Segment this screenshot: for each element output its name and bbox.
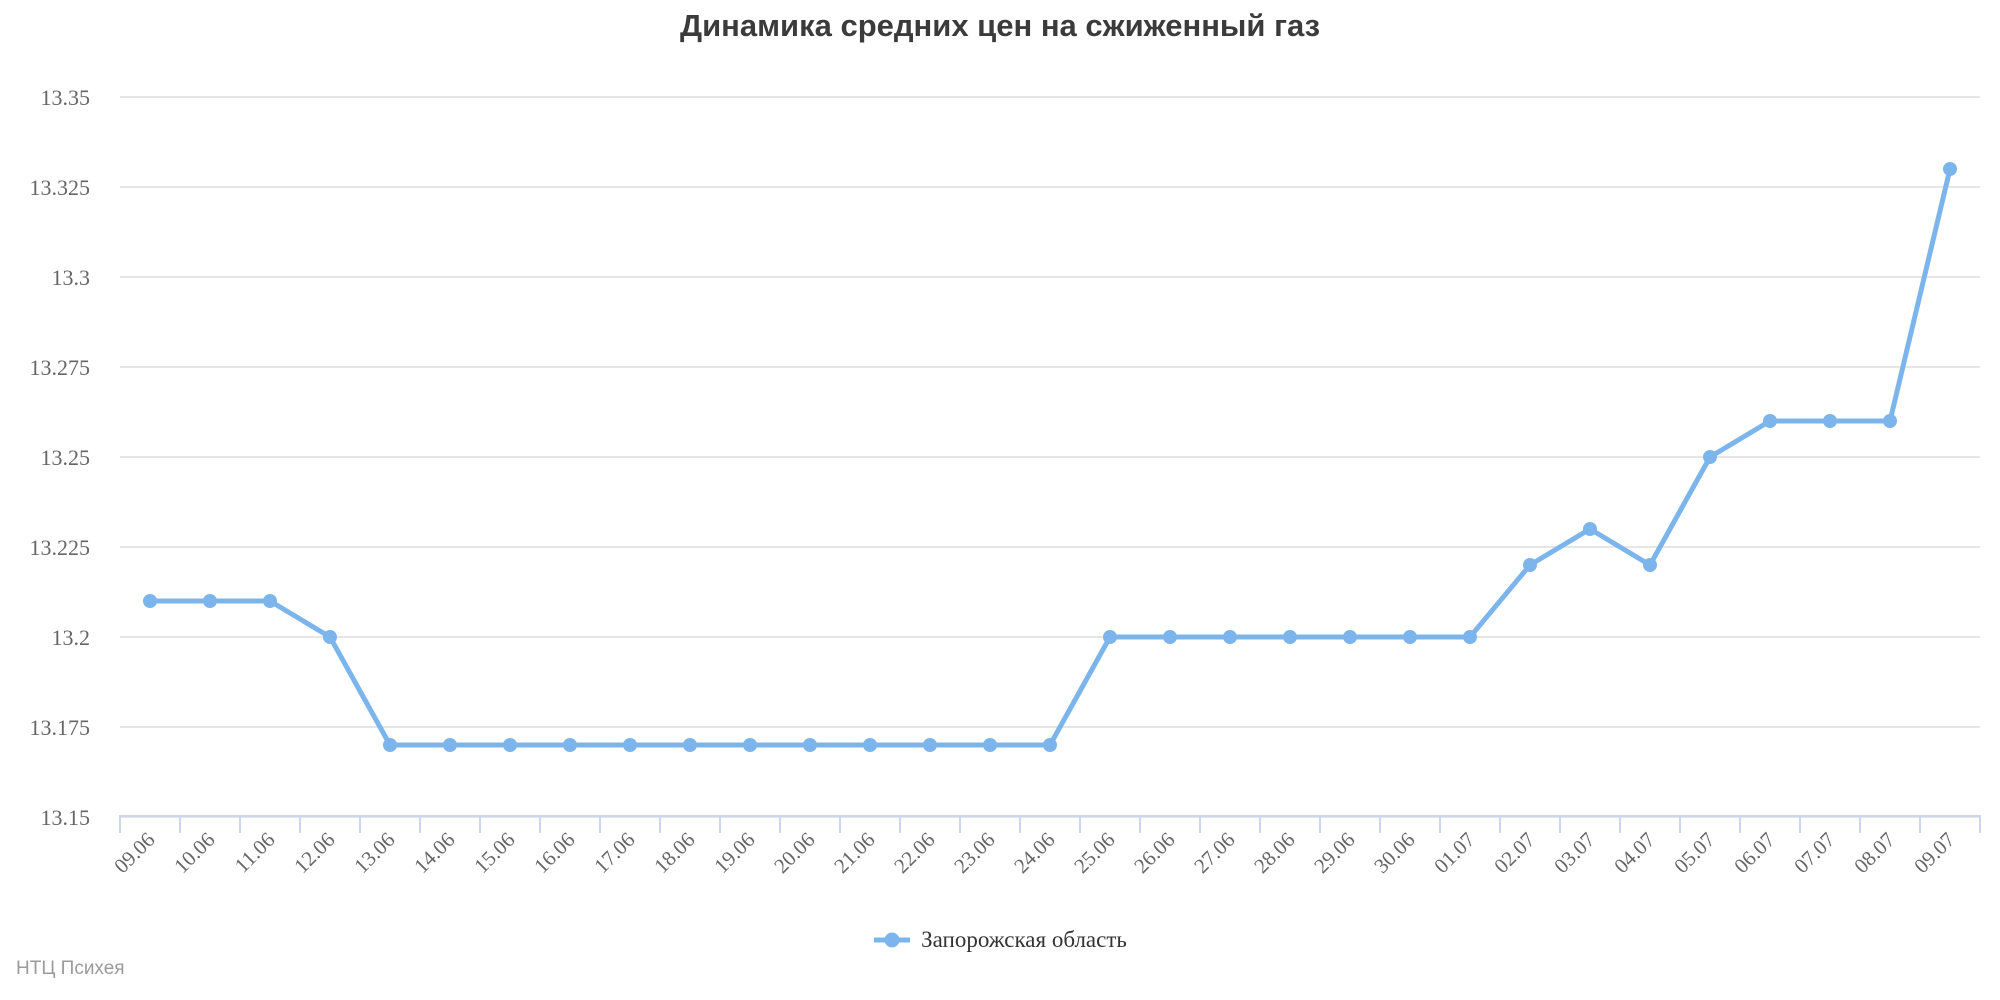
legend-dot-icon xyxy=(884,932,900,948)
data-point[interactable] xyxy=(863,738,877,752)
x-axis-label: 27.06 xyxy=(1189,828,1239,878)
y-axis-label: 13.15 xyxy=(41,805,91,830)
x-axis-label: 16.06 xyxy=(529,828,579,878)
legend-item[interactable]: Запорожская область xyxy=(873,927,1127,953)
x-axis-label: 13.06 xyxy=(349,828,399,878)
x-axis-label: 10.06 xyxy=(169,828,219,878)
x-axis-label: 05.07 xyxy=(1669,828,1719,878)
data-point[interactable] xyxy=(1043,738,1057,752)
x-axis-label: 30.06 xyxy=(1369,828,1419,878)
data-point[interactable] xyxy=(1943,162,1957,176)
x-axis-label: 11.06 xyxy=(230,828,280,878)
x-axis-label: 21.06 xyxy=(829,828,879,878)
x-axis-label: 06.07 xyxy=(1729,828,1779,878)
x-axis-label: 12.06 xyxy=(289,828,339,878)
data-point[interactable] xyxy=(1403,630,1417,644)
x-axis-label: 02.07 xyxy=(1489,828,1539,878)
x-axis-label: 15.06 xyxy=(469,828,519,878)
data-point[interactable] xyxy=(203,594,217,608)
x-axis-label: 28.06 xyxy=(1249,828,1299,878)
x-axis-label: 19.06 xyxy=(709,828,759,878)
chart-title: Динамика средних цен на сжиженный газ xyxy=(679,8,1321,43)
data-point[interactable] xyxy=(1103,630,1117,644)
legend-series-label: Запорожская область xyxy=(921,927,1127,952)
data-point[interactable] xyxy=(563,738,577,752)
credits-link[interactable]: НТЦ Психея xyxy=(16,958,125,979)
data-point[interactable] xyxy=(803,738,817,752)
x-axis-label: 24.06 xyxy=(1009,828,1059,878)
x-axis-label: 08.07 xyxy=(1849,828,1899,878)
x-axis-label: 25.06 xyxy=(1069,828,1119,878)
data-point[interactable] xyxy=(623,738,637,752)
legend: Запорожская область xyxy=(0,927,2000,953)
data-point[interactable] xyxy=(1763,414,1777,428)
legend-series-marker xyxy=(874,932,911,948)
data-point[interactable] xyxy=(1463,630,1477,644)
x-axis-label: 14.06 xyxy=(409,828,459,878)
y-axis-label: 13.25 xyxy=(41,445,91,470)
data-point[interactable] xyxy=(263,594,277,608)
data-point[interactable] xyxy=(1343,630,1357,644)
y-axis-label: 13.175 xyxy=(30,715,91,740)
y-axis-label: 13.3 xyxy=(52,265,91,290)
data-point[interactable] xyxy=(1223,630,1237,644)
x-axis-label: 22.06 xyxy=(889,828,939,878)
data-point[interactable] xyxy=(1283,630,1297,644)
data-point[interactable] xyxy=(323,630,337,644)
data-point[interactable] xyxy=(383,738,397,752)
data-point[interactable] xyxy=(683,738,697,752)
y-axis-label: 13.275 xyxy=(30,355,91,380)
data-point[interactable] xyxy=(443,738,457,752)
x-axis-label: 09.07 xyxy=(1909,828,1959,878)
x-axis-label: 09.06 xyxy=(109,828,159,878)
x-axis-label: 23.06 xyxy=(949,828,999,878)
data-point[interactable] xyxy=(1583,522,1597,536)
x-axis-label: 03.07 xyxy=(1549,828,1599,878)
y-axis-label: 13.35 xyxy=(41,85,91,110)
x-axis-label: 17.06 xyxy=(589,828,639,878)
data-point[interactable] xyxy=(1643,558,1657,572)
x-axis-label: 07.07 xyxy=(1789,828,1839,878)
data-point[interactable] xyxy=(1523,558,1537,572)
data-point[interactable] xyxy=(1163,630,1177,644)
data-point[interactable] xyxy=(923,738,937,752)
x-axis-label: 29.06 xyxy=(1309,828,1359,878)
data-point[interactable] xyxy=(983,738,997,752)
data-point[interactable] xyxy=(743,738,757,752)
data-point[interactable] xyxy=(143,594,157,608)
data-point[interactable] xyxy=(1883,414,1897,428)
x-axis-label: 18.06 xyxy=(649,828,699,878)
x-axis-label: 04.07 xyxy=(1609,828,1659,878)
y-axis-label: 13.225 xyxy=(30,535,91,560)
data-point[interactable] xyxy=(1703,450,1717,464)
data-point[interactable] xyxy=(503,738,517,752)
y-axis-label: 13.2 xyxy=(52,625,91,650)
y-axis-label: 13.325 xyxy=(30,175,91,200)
x-axis-label: 01.07 xyxy=(1429,828,1479,878)
data-point[interactable] xyxy=(1823,414,1837,428)
x-axis-label: 26.06 xyxy=(1129,828,1179,878)
x-axis-label: 20.06 xyxy=(769,828,819,878)
